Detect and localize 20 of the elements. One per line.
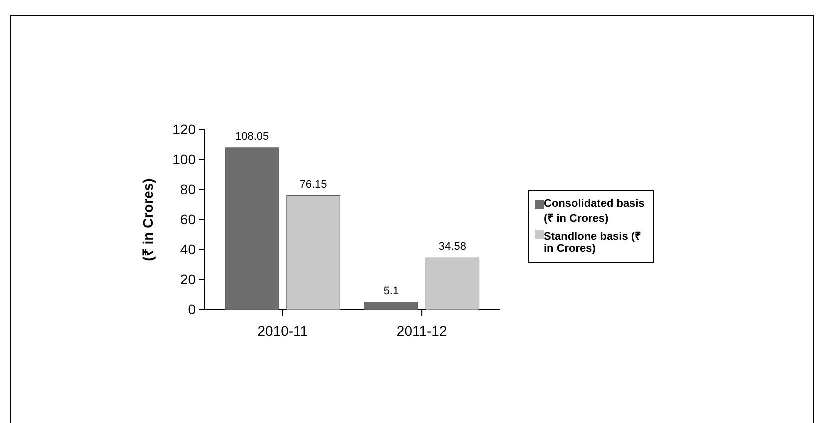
bar (426, 258, 480, 310)
y-tick-label: 0 (188, 301, 196, 318)
x-tick-label: 2010-11 (258, 322, 308, 339)
y-tick-label: 80 (180, 181, 196, 198)
data-label: 76.15 (300, 178, 328, 191)
y-axis-title: (₹ in Crores) (140, 178, 156, 262)
y-tick-label: 120 (172, 121, 196, 138)
data-label: 34.58 (438, 241, 466, 254)
legend-label: Consolidated basis (₹ in Crores) (544, 198, 646, 225)
y-tick-label: 40 (180, 241, 196, 258)
data-label: 108.05 (235, 130, 270, 143)
y-tick-label: 100 (172, 151, 196, 168)
data-label: 5.1 (384, 285, 400, 298)
x-tick-label: 2011-12 (396, 322, 448, 339)
bar (286, 196, 340, 310)
bar (364, 302, 418, 310)
bar (225, 148, 280, 310)
legend-label: Standlone basis (₹ in Crores) (544, 230, 642, 255)
y-tick-label: 20 (180, 271, 196, 288)
y-tick-label: 60 (180, 211, 196, 228)
